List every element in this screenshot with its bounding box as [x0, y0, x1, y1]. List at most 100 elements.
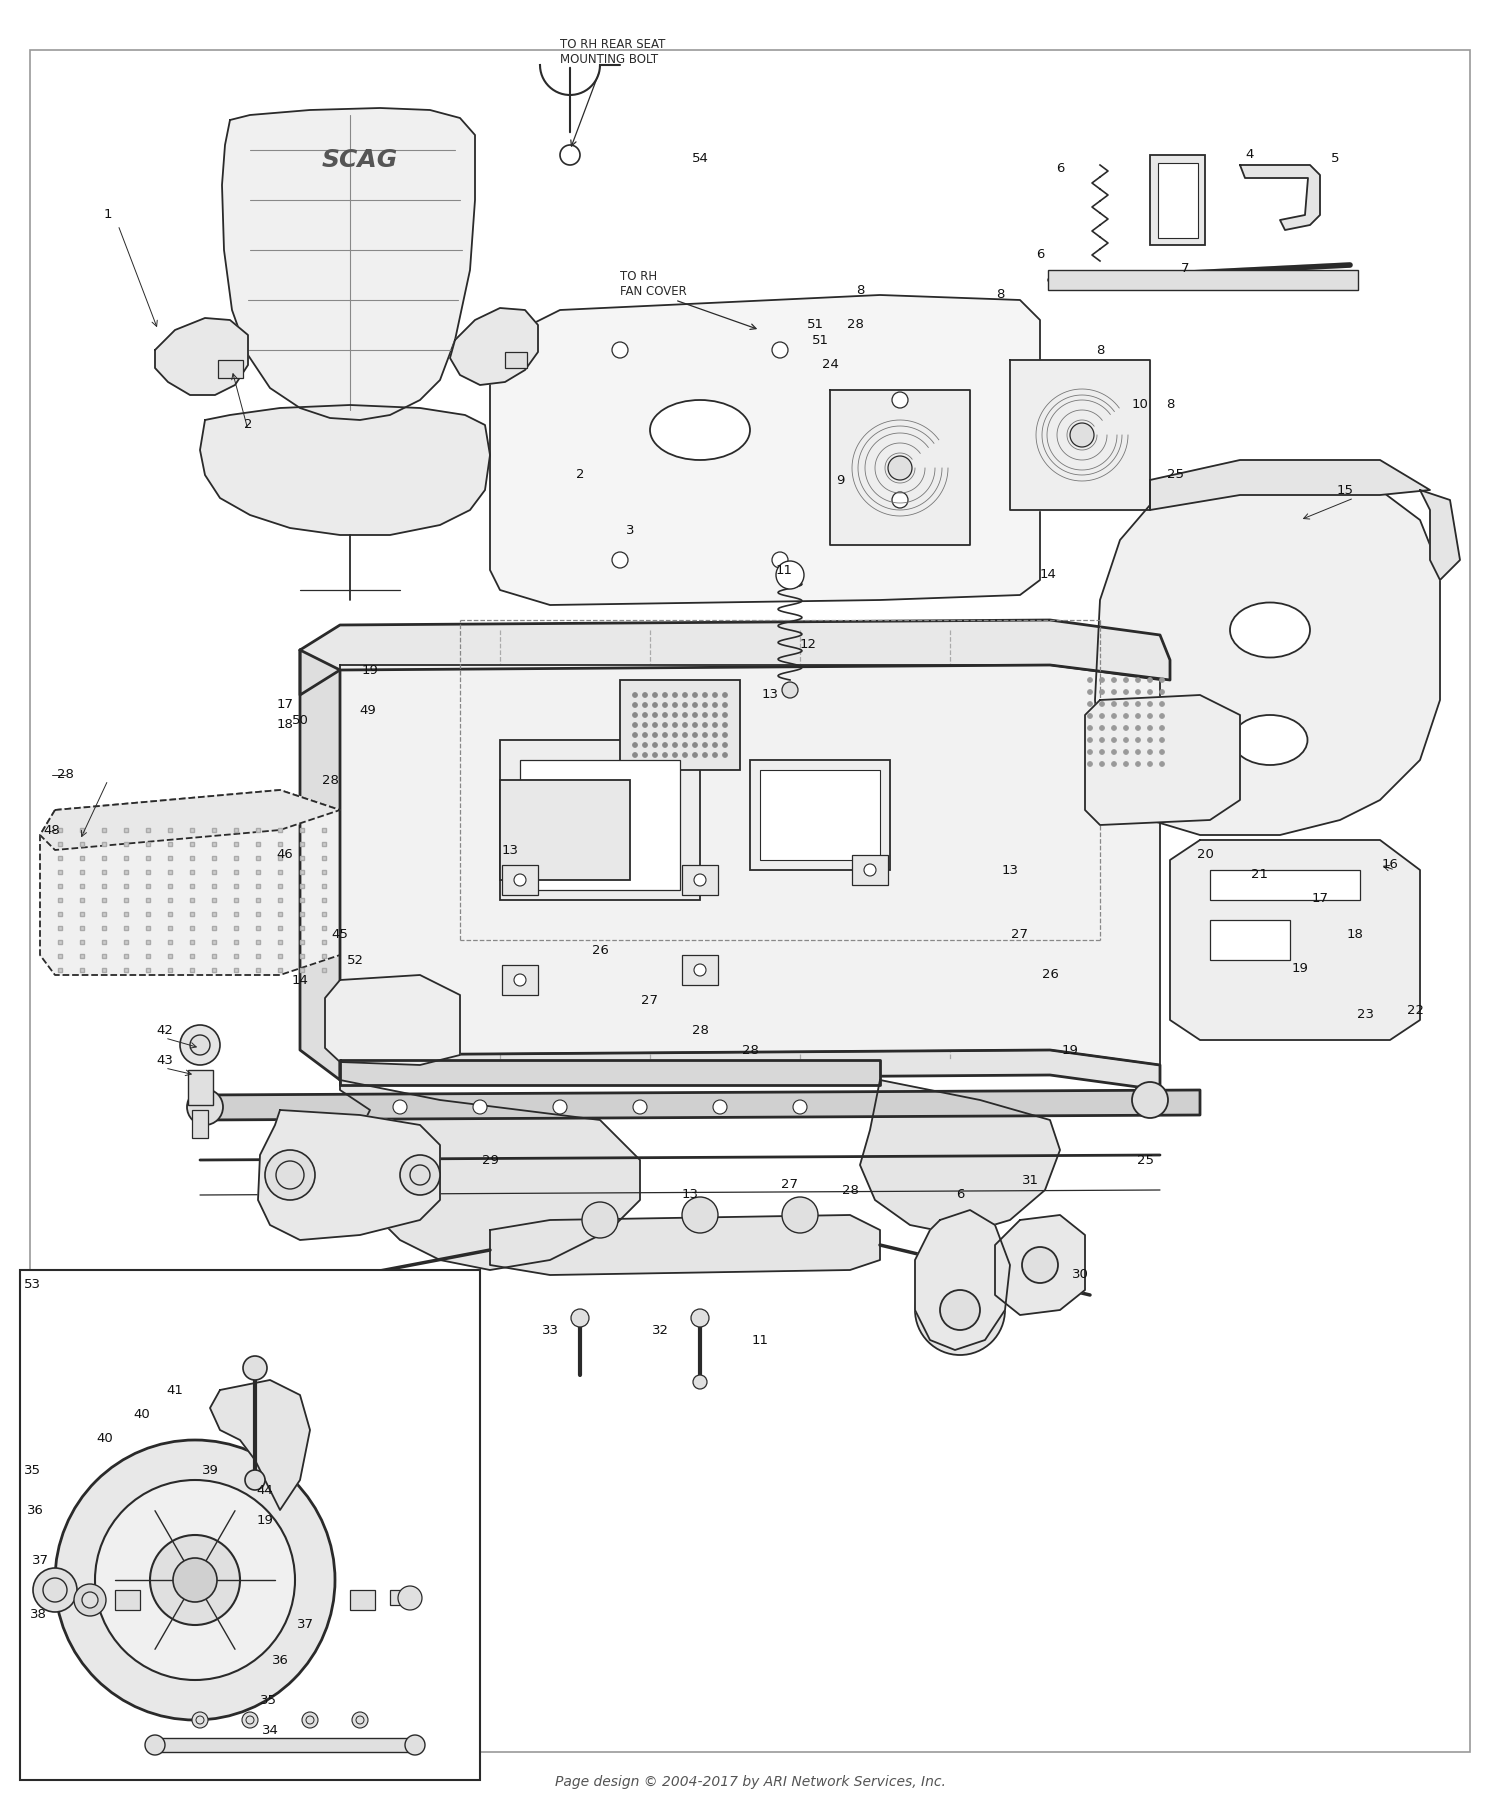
Polygon shape: [154, 317, 248, 395]
Text: 11: 11: [752, 1333, 768, 1346]
Text: 40: 40: [134, 1409, 150, 1422]
Circle shape: [74, 1584, 106, 1616]
Circle shape: [682, 692, 687, 697]
Circle shape: [1112, 690, 1116, 694]
Circle shape: [652, 742, 657, 748]
Circle shape: [633, 1099, 646, 1114]
Circle shape: [723, 742, 728, 748]
Text: 12: 12: [800, 638, 816, 652]
Text: 50: 50: [291, 714, 309, 726]
Circle shape: [682, 742, 687, 748]
Circle shape: [1160, 750, 1164, 755]
Circle shape: [1160, 701, 1164, 706]
Polygon shape: [200, 1090, 1200, 1121]
Circle shape: [672, 753, 678, 757]
Circle shape: [243, 1355, 267, 1380]
Text: 34: 34: [261, 1723, 279, 1737]
Circle shape: [642, 753, 648, 757]
Circle shape: [693, 703, 698, 708]
Circle shape: [633, 692, 638, 697]
Circle shape: [702, 732, 708, 737]
Circle shape: [1160, 678, 1164, 683]
Text: 28: 28: [842, 1184, 858, 1197]
Bar: [506, 351, 526, 368]
Circle shape: [242, 1712, 258, 1728]
Circle shape: [663, 723, 668, 728]
Text: 13: 13: [762, 688, 778, 701]
Polygon shape: [490, 296, 1040, 605]
Circle shape: [712, 742, 717, 748]
Circle shape: [1100, 762, 1104, 766]
Circle shape: [892, 393, 908, 407]
Circle shape: [1100, 726, 1104, 730]
Bar: [1150, 155, 1204, 245]
Circle shape: [276, 1160, 304, 1189]
Circle shape: [633, 712, 638, 717]
Text: 48: 48: [44, 824, 60, 836]
Circle shape: [1100, 690, 1104, 694]
Circle shape: [1148, 726, 1152, 730]
Circle shape: [652, 703, 657, 708]
Circle shape: [1136, 750, 1140, 755]
Text: 26: 26: [591, 944, 609, 957]
Circle shape: [472, 1099, 488, 1114]
Circle shape: [694, 964, 706, 977]
Circle shape: [1160, 762, 1164, 766]
Text: 19: 19: [362, 663, 378, 676]
Circle shape: [692, 1308, 709, 1326]
Circle shape: [694, 874, 706, 887]
Polygon shape: [340, 1079, 640, 1270]
Circle shape: [642, 692, 648, 697]
Polygon shape: [40, 789, 340, 851]
Circle shape: [712, 732, 717, 737]
Circle shape: [1124, 750, 1128, 755]
Text: 25: 25: [1137, 1153, 1154, 1166]
Text: 29: 29: [482, 1153, 498, 1166]
Circle shape: [306, 1716, 314, 1725]
Text: 17: 17: [276, 699, 294, 712]
Circle shape: [246, 1716, 254, 1725]
Circle shape: [400, 1155, 439, 1195]
Text: 42: 42: [156, 1024, 174, 1036]
Circle shape: [633, 723, 638, 728]
Circle shape: [1124, 714, 1128, 719]
Circle shape: [772, 342, 788, 359]
Text: 36: 36: [27, 1503, 44, 1517]
Text: 45: 45: [332, 928, 348, 941]
Polygon shape: [200, 405, 490, 535]
Polygon shape: [994, 1215, 1084, 1315]
Circle shape: [1136, 678, 1140, 683]
Text: 6: 6: [956, 1189, 964, 1202]
Circle shape: [1136, 762, 1140, 766]
Circle shape: [514, 874, 526, 887]
Circle shape: [1124, 726, 1128, 730]
Text: 46: 46: [276, 849, 294, 861]
Text: 28: 28: [321, 773, 339, 786]
Circle shape: [1124, 678, 1128, 683]
Text: 6: 6: [1036, 249, 1044, 261]
Text: 28: 28: [57, 768, 74, 782]
Polygon shape: [1420, 490, 1460, 580]
Circle shape: [723, 753, 728, 757]
Text: 24: 24: [822, 359, 839, 371]
Circle shape: [702, 712, 708, 717]
Circle shape: [864, 863, 876, 876]
Bar: [390, 1589, 410, 1606]
Circle shape: [723, 692, 728, 697]
Circle shape: [693, 742, 698, 748]
Circle shape: [1100, 737, 1104, 742]
Text: 44: 44: [256, 1483, 273, 1496]
Ellipse shape: [1230, 602, 1310, 658]
Polygon shape: [490, 1215, 880, 1276]
Circle shape: [712, 1099, 728, 1114]
Circle shape: [1132, 1081, 1168, 1117]
Text: 28: 28: [692, 1024, 708, 1036]
Circle shape: [663, 753, 668, 757]
Text: 15: 15: [1336, 483, 1353, 497]
Circle shape: [672, 712, 678, 717]
Circle shape: [1148, 678, 1152, 683]
Circle shape: [652, 753, 657, 757]
Text: 20: 20: [1197, 849, 1214, 861]
Text: 43: 43: [156, 1054, 174, 1067]
Text: 18: 18: [1347, 928, 1364, 941]
